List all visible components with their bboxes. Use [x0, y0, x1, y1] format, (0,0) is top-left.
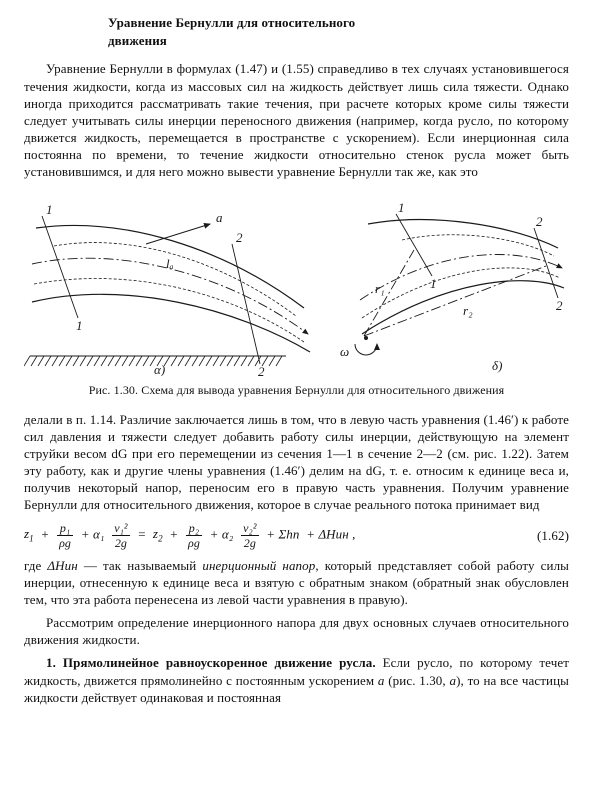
svg-text:1: 1	[46, 202, 53, 217]
svg-text:1: 1	[76, 318, 83, 333]
paragraph-2: делали в п. 1.14. Различие заключается л…	[24, 411, 569, 514]
paragraph-3: где ΔHин — так называемый инерционный на…	[24, 557, 569, 608]
svg-text:a: a	[216, 210, 223, 225]
paragraph-5: 1. Прямолинейное равноускоренное движени…	[24, 654, 569, 705]
svg-text:2: 2	[556, 298, 563, 313]
svg-text:lₐ: lₐ	[166, 256, 174, 271]
equation-1-62: z1 + p₁ρg + α₁ v₁²2g = z2 + p₂ρg + α₂ v₂…	[24, 522, 569, 549]
equation-number: (1.62)	[537, 527, 569, 544]
svg-text:r₂: r₂	[463, 303, 473, 318]
paragraph-1: Уравнение Бернулли в формулах (1.47) и (…	[24, 60, 569, 180]
svg-text:ω: ω	[340, 344, 349, 359]
svg-text:α): α)	[154, 362, 165, 376]
svg-text:1: 1	[398, 200, 405, 215]
figure-caption: Рис. 1.30. Схема для вывода уравнения Бе…	[54, 382, 539, 398]
figure-1-30: 1122alₐα)1122r₁r₂ωδ)	[24, 186, 569, 376]
svg-text:2: 2	[258, 364, 265, 376]
section-title: Уравнение Бернулли для относительного дв…	[108, 14, 408, 50]
svg-text:2: 2	[236, 230, 243, 245]
svg-text:δ): δ)	[492, 358, 503, 373]
svg-text:r₁: r₁	[375, 281, 385, 296]
paragraph-4: Рассмотрим определение инерционного напо…	[24, 614, 569, 648]
svg-text:2: 2	[536, 214, 543, 229]
svg-text:1: 1	[430, 276, 437, 291]
